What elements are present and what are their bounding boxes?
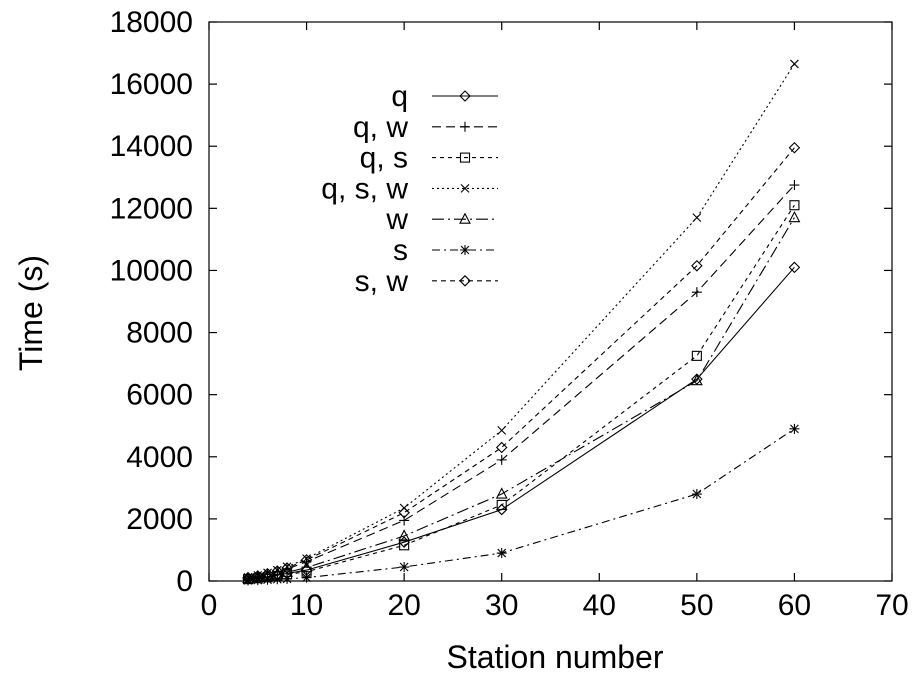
data-point <box>692 213 702 223</box>
data-point <box>460 184 470 193</box>
data-point <box>691 489 702 500</box>
series-layer <box>242 59 801 586</box>
legend-label: s, w <box>355 265 409 298</box>
plot-frame <box>208 21 893 582</box>
data-point <box>788 261 801 274</box>
data-point <box>691 287 702 298</box>
y-tick-label: 4000 <box>126 441 193 474</box>
data-point <box>460 121 470 132</box>
data-point <box>281 562 293 574</box>
x-tick-label: 20 <box>387 589 420 622</box>
y-tick-label: 2000 <box>126 503 193 536</box>
legend-label: s <box>393 234 408 267</box>
x-tick-label: 60 <box>778 589 811 622</box>
legend-label: w <box>385 203 408 236</box>
data-point <box>496 548 507 559</box>
y-tick-label: 0 <box>176 565 193 598</box>
data-point <box>262 574 273 585</box>
series-5 <box>242 210 801 584</box>
data-point <box>690 374 703 386</box>
legend-label: q, w <box>353 111 408 144</box>
y-tick-label: 10000 <box>110 254 193 287</box>
legend-label: q <box>391 80 408 113</box>
legend-entry: q <box>391 80 498 113</box>
x-tick-label: 40 <box>583 589 616 622</box>
data-point <box>300 554 313 566</box>
data-point <box>399 562 410 573</box>
data-point <box>459 90 471 102</box>
data-point <box>788 141 801 154</box>
data-point <box>496 499 507 510</box>
data-point <box>460 245 470 255</box>
series-1 <box>242 261 801 585</box>
data-point <box>282 573 293 584</box>
x-axis-label: Station number <box>446 639 663 675</box>
data-point <box>271 565 284 577</box>
series-2 <box>243 180 800 583</box>
data-point <box>261 567 274 580</box>
data-point <box>495 441 508 454</box>
x-tick-label: 0 <box>201 589 218 622</box>
legend-entry: w <box>385 203 498 236</box>
data-point <box>691 260 703 272</box>
legend-label: q, s <box>360 142 408 175</box>
series-line <box>247 217 795 580</box>
legend-entry: s, w <box>355 265 498 298</box>
data-point <box>300 560 313 573</box>
data-point <box>398 529 411 541</box>
data-point <box>788 210 801 223</box>
series-line <box>247 147 795 579</box>
y-axis-label: Time (s) <box>13 255 49 371</box>
y-tick-label: 8000 <box>126 317 193 350</box>
data-point <box>272 574 283 585</box>
data-point <box>252 570 264 582</box>
data-point <box>398 506 410 519</box>
data-point <box>459 152 471 163</box>
data-point <box>495 503 508 516</box>
x-tick-label: 10 <box>290 589 323 622</box>
x-tick-label: 30 <box>485 589 518 622</box>
data-point <box>691 350 702 361</box>
data-point <box>790 59 799 69</box>
series-line <box>247 63 795 578</box>
data-point <box>399 540 410 551</box>
series-7 <box>242 141 801 584</box>
y-tick-label: 16000 <box>110 68 193 101</box>
legend-entry: q, w <box>353 111 498 144</box>
data-point <box>496 454 507 465</box>
data-point <box>459 212 471 224</box>
legend-entry: q, s <box>360 142 498 175</box>
series-line <box>247 204 795 580</box>
x-tick-label: 70 <box>875 589 908 622</box>
x-tick-label: 50 <box>680 589 713 622</box>
data-point <box>242 571 254 584</box>
data-point <box>789 200 800 211</box>
data-point <box>789 423 800 434</box>
data-point <box>459 275 471 287</box>
series-6 <box>243 423 800 586</box>
data-point <box>243 575 254 586</box>
axes: 0 10 20 30 40 50 60 70 0 2000 4000 6000 8000 10000 120… <box>110 6 909 622</box>
y-tick-label: 12000 <box>110 192 193 225</box>
series-line <box>247 184 795 579</box>
legend-entry: q, s, w <box>321 172 498 205</box>
data-point <box>789 180 800 191</box>
y-tick-label: 6000 <box>126 379 193 412</box>
y-tick-label: 18000 <box>110 6 193 39</box>
data-point <box>497 425 507 435</box>
y-tick-label: 14000 <box>110 130 193 163</box>
series-4 <box>243 59 799 582</box>
data-point <box>495 487 508 499</box>
data-point <box>252 575 263 586</box>
data-point <box>691 373 703 385</box>
legend-label: q, s, w <box>321 172 408 205</box>
series-line <box>247 428 795 581</box>
legend-entry: s <box>393 234 498 267</box>
data-point <box>301 572 312 583</box>
series-3 <box>242 200 800 585</box>
series-line <box>247 266 795 580</box>
